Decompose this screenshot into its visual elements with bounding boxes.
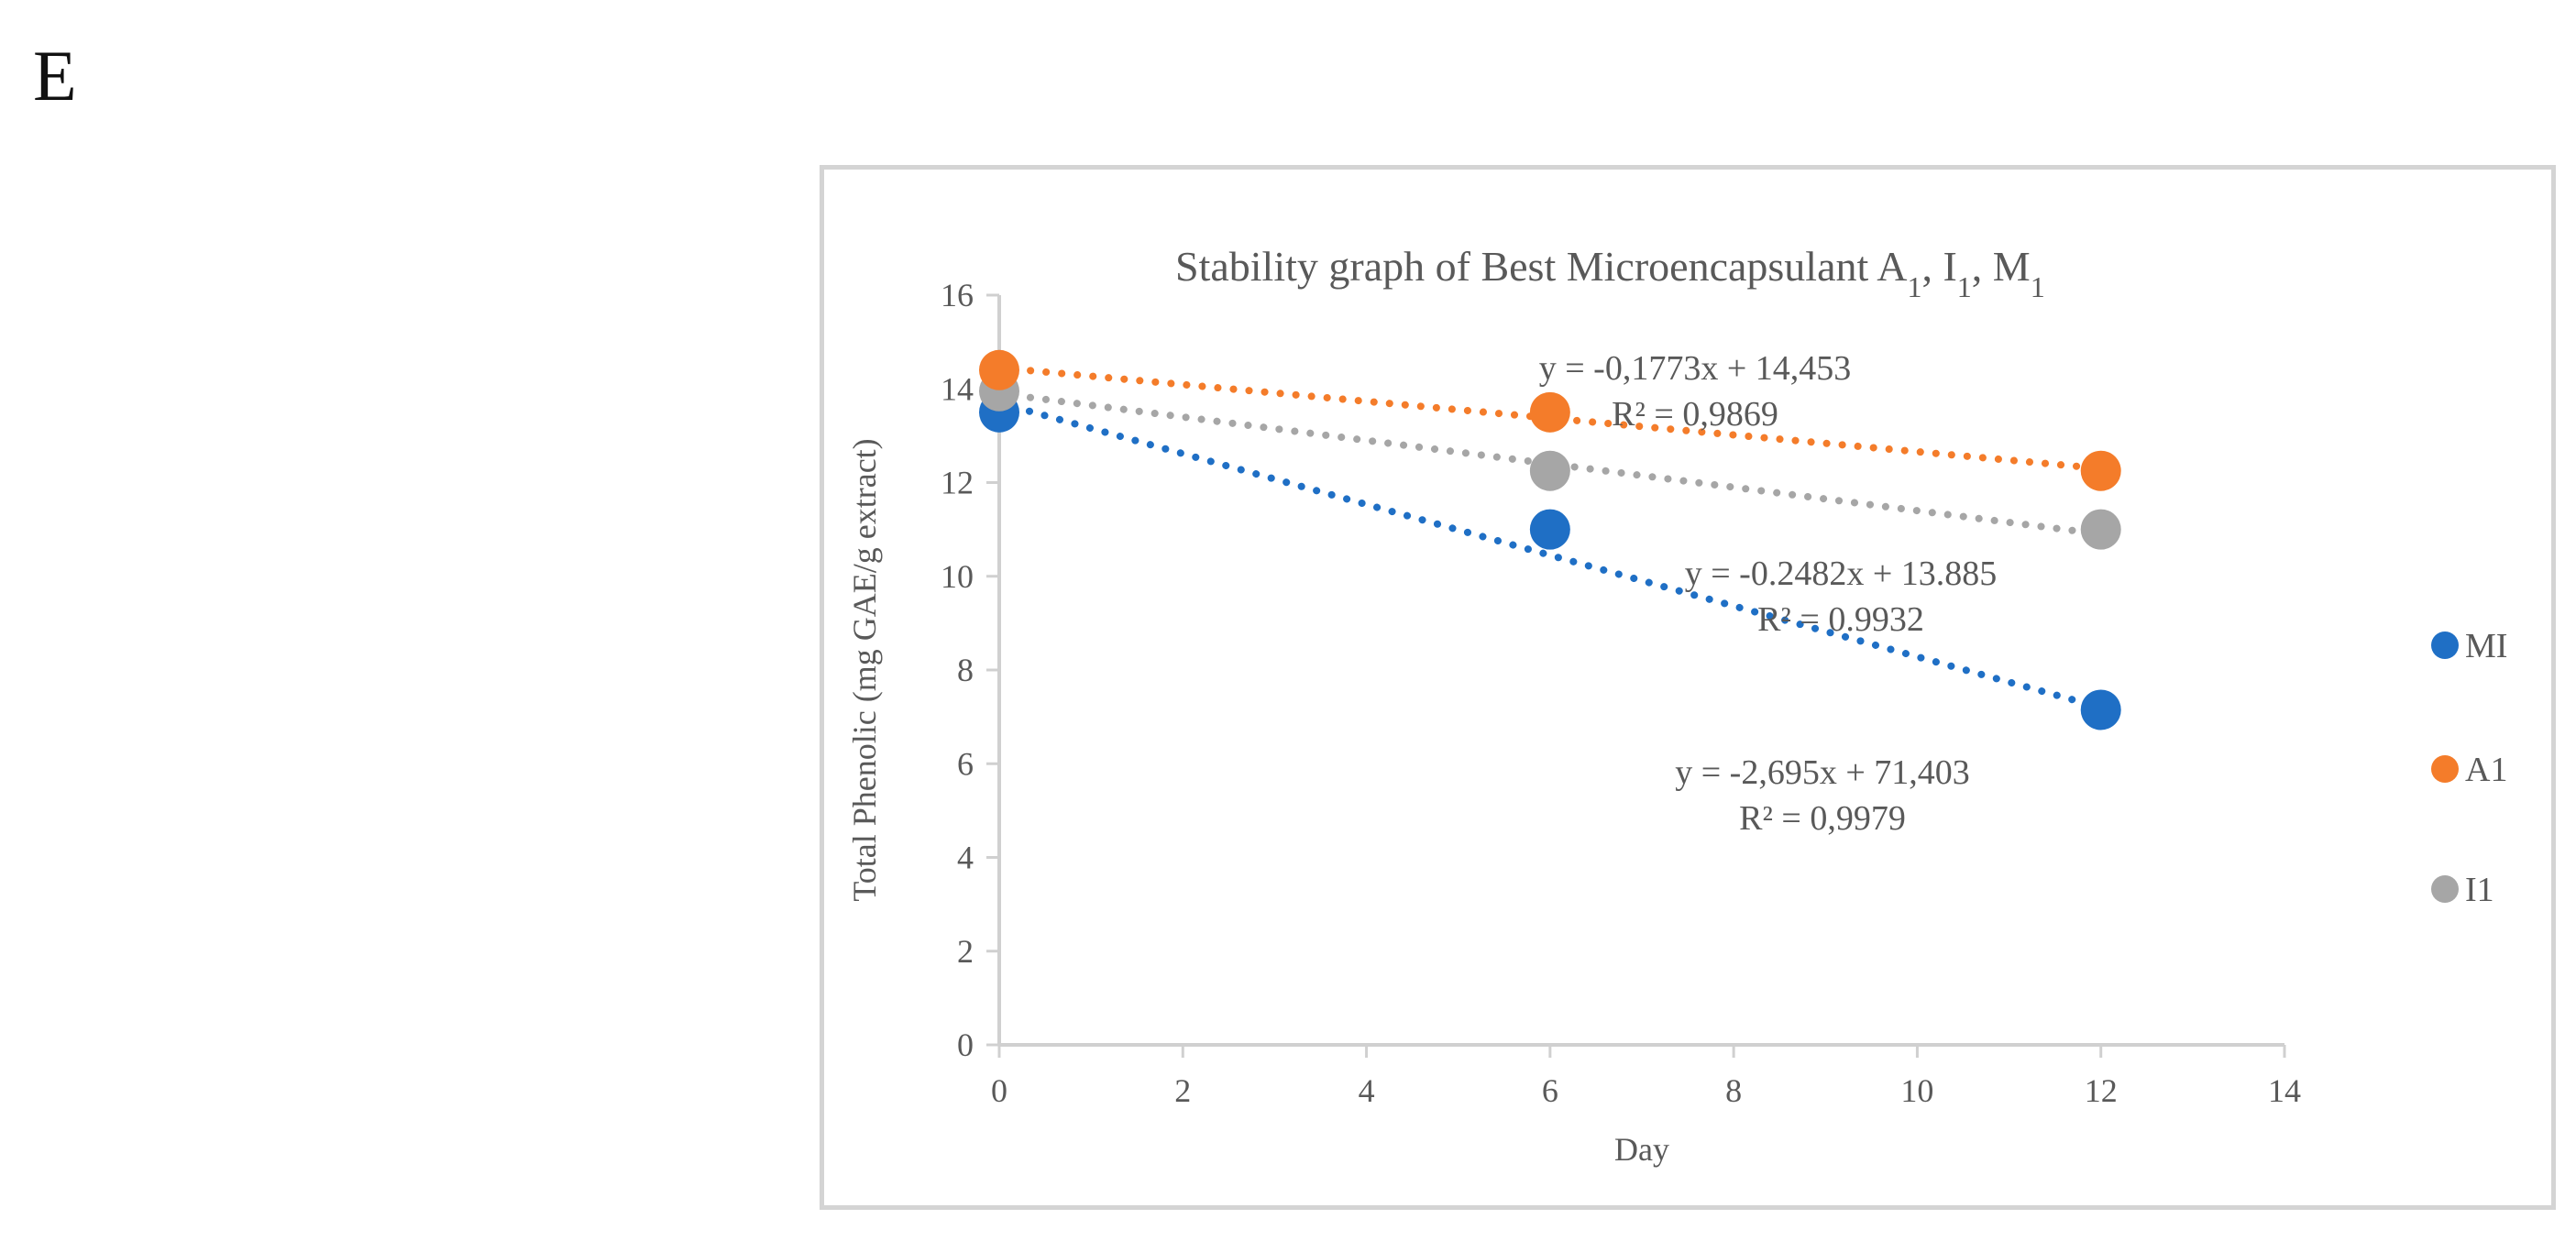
- legend-marker-mi: [2431, 631, 2459, 659]
- panel-letter: E: [33, 36, 77, 115]
- y-tick-label: 14: [941, 370, 974, 407]
- legend-label-mi: MI: [2465, 627, 2507, 665]
- legend-marker-a1: [2431, 755, 2459, 783]
- y-tick-label: 0: [957, 1027, 974, 1063]
- x-tick-label: 4: [1359, 1072, 1375, 1109]
- y-axis-label: Total Phenolic (mg GAE/g extract): [846, 438, 883, 901]
- r-squared-mi: R² = 0,9979: [1739, 799, 1906, 838]
- legend-label-a1: A1: [2465, 751, 2507, 789]
- equation-mi: y = -2,695x + 71,403: [1675, 753, 1970, 792]
- point-mi: [2080, 689, 2121, 730]
- point-i1: [2080, 509, 2121, 550]
- point-i1: [1529, 450, 1570, 491]
- y-tick-label: 4: [957, 840, 974, 876]
- x-tick-label: 8: [1725, 1072, 1742, 1109]
- legend-marker-i1: [2431, 875, 2459, 903]
- point-a1: [979, 349, 1019, 390]
- x-tick-label: 2: [1174, 1072, 1191, 1109]
- r-squared-i1: R² = 0.9932: [1757, 600, 1924, 639]
- y-tick-label: 16: [941, 277, 974, 313]
- chart-title: Stability graph of Best Microencapsulant…: [1175, 243, 2045, 303]
- chart-svg: Stability graph of Best Microencapsulant…: [846, 243, 2507, 1168]
- plot-layer: 0 2 4 6 8 10 12 14 16 0 2 4 6 8 10 12 14 y = -2,695x + 71…: [941, 277, 2301, 1109]
- x-tick-label: 6: [1542, 1072, 1558, 1109]
- point-a1: [2080, 450, 2121, 491]
- equation-a1: y = -0,1773x + 14,453: [1539, 349, 1852, 388]
- chart-frame: Stability graph of Best Microencapsulant…: [820, 165, 2556, 1210]
- x-tick-label: 0: [991, 1072, 1007, 1109]
- r-squared-a1: R² = 0,9869: [1612, 395, 1778, 434]
- y-tick-label: 10: [941, 558, 974, 595]
- y-tick-label: 6: [957, 745, 974, 782]
- x-tick-label: 12: [2085, 1072, 2118, 1109]
- legend-label-i1: I1: [2465, 871, 2494, 909]
- trendline-a1: [996, 364, 2105, 473]
- x-tick-label: 14: [2268, 1072, 2301, 1109]
- trendline-mi: [996, 399, 2105, 711]
- trendline-i1: [996, 390, 2105, 538]
- point-a1: [1529, 391, 1570, 433]
- y-tick-label: 8: [957, 652, 974, 688]
- y-tick-label: 2: [957, 933, 974, 970]
- legend: MI A1 I1: [2431, 627, 2507, 909]
- equation-i1: y = -0.2482x + 13.885: [1685, 555, 1998, 593]
- x-axis-label: Day: [1614, 1131, 1669, 1168]
- point-mi: [1529, 509, 1570, 550]
- y-tick-label: 12: [941, 465, 974, 501]
- x-tick-label: 10: [1900, 1072, 1933, 1109]
